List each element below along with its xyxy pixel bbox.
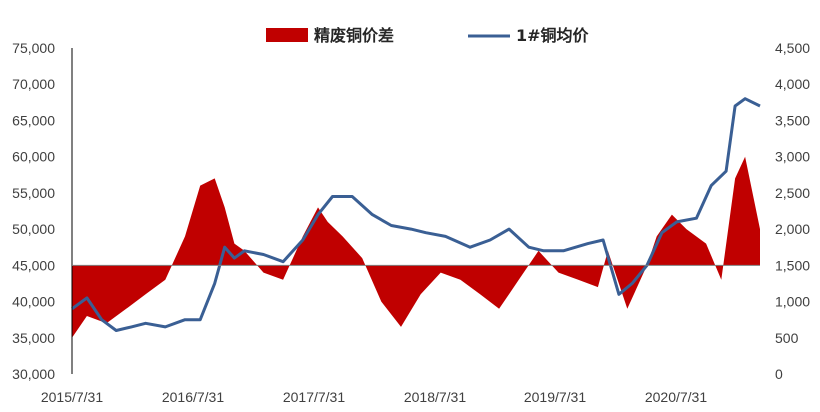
y-right-tick-label: 4,500	[775, 40, 810, 56]
tick-labels: 30,000 35,000 40,000 45,000 50,000 55,000 60,0…	[12, 40, 810, 405]
x-tick-label: 2015/7/31	[41, 389, 103, 405]
x-tick-label: 2018/7/31	[404, 389, 466, 405]
legend: 精废铜价差 1#铜均价	[266, 26, 590, 45]
y-right-tick-label: 3,000	[775, 149, 810, 165]
copper-price-line	[71, 97, 761, 332]
y-left-tick-label: 40,000	[12, 294, 55, 310]
x-tick-label: 2016/7/31	[162, 389, 224, 405]
x-tick-label: 2019/7/31	[524, 389, 586, 405]
copper-price-line-layer	[71, 97, 761, 332]
y-right-tick-label: 0	[775, 366, 783, 382]
y-left-tick-label: 65,000	[12, 112, 55, 128]
y-left-tick-label: 70,000	[12, 76, 55, 92]
y-left-tick-label: 50,000	[12, 221, 55, 237]
legend-swatch-price-spread	[266, 28, 308, 42]
legend-label-price-spread: 精废铜价差	[314, 26, 394, 45]
y-left-tick-label: 45,000	[12, 257, 55, 273]
axes	[71, 48, 760, 374]
y-left-tick-label: 60,000	[12, 149, 55, 165]
legend-label-copper-price: 1#铜均价	[516, 26, 590, 45]
y-right-tick-label: 1,500	[775, 257, 810, 273]
y-left-tick-label: 75,000	[12, 40, 55, 56]
price-spread-area-layer	[72, 156, 760, 338]
y-left-tick-label: 30,000	[12, 366, 55, 382]
y-right-tick-label: 2,000	[775, 221, 810, 237]
y-right-tick-label: 3,500	[775, 112, 810, 128]
y-right-tick-label: 2,500	[775, 185, 810, 201]
y-left-tick-label: 55,000	[12, 185, 55, 201]
y-right-tick-label: 4,000	[775, 76, 810, 92]
price-spread-area	[72, 156, 760, 338]
y-right-tick-label: 500	[775, 330, 799, 346]
x-tick-label: 2020/7/31	[645, 389, 707, 405]
x-tick-label: 2017/7/31	[283, 389, 345, 405]
y-right-tick-label: 1,000	[775, 294, 810, 310]
y-left-tick-label: 35,000	[12, 330, 55, 346]
